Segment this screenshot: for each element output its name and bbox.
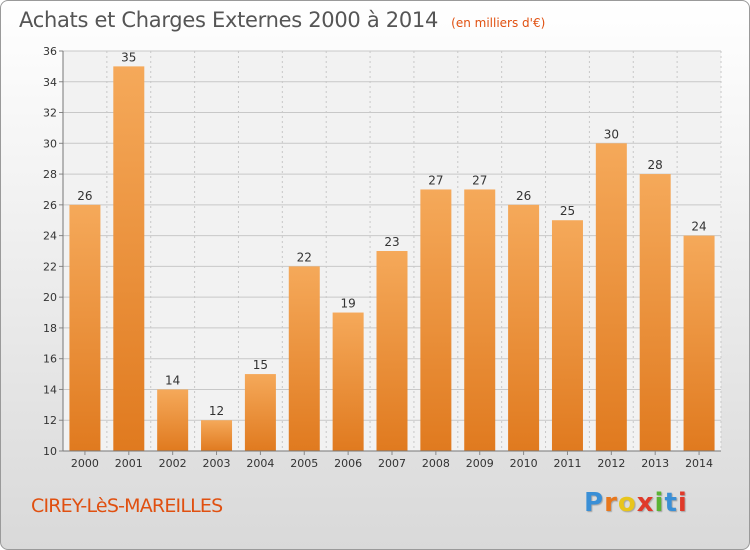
bar-value-label: 27 — [428, 173, 443, 187]
proxiti-logo[interactable]: Proxiti — [584, 488, 688, 518]
x-tick-label: 2006 — [334, 457, 362, 470]
y-tick-label: 24 — [43, 230, 57, 243]
y-tick-label: 34 — [43, 76, 57, 89]
bar — [113, 66, 145, 451]
bar — [69, 204, 101, 451]
x-tick-label: 2007 — [378, 457, 406, 470]
bar-value-label: 28 — [648, 158, 663, 172]
logo-letter: r — [604, 488, 618, 518]
bar-value-label: 24 — [691, 220, 706, 234]
bar — [595, 143, 627, 452]
logo-letter: o — [617, 488, 637, 518]
y-tick-label: 16 — [43, 353, 57, 366]
bar — [376, 251, 408, 451]
y-tick-label: 28 — [43, 168, 57, 181]
x-tick-label: 2008 — [422, 457, 450, 470]
bar — [464, 189, 496, 451]
title-row: Achats et Charges Externes 2000 à 2014 (… — [19, 8, 545, 32]
y-tick-label: 18 — [43, 322, 57, 335]
bar — [332, 312, 364, 451]
bar-value-label: 14 — [165, 373, 180, 387]
chart-title: Achats et Charges Externes 2000 à 2014 — [19, 8, 439, 32]
y-tick-label: 10 — [43, 445, 57, 458]
location-label: CIREY-LèS-MAREILLES — [31, 495, 223, 517]
bar — [157, 389, 189, 451]
bar — [244, 374, 276, 451]
y-tick-label: 36 — [43, 45, 57, 58]
y-tick-label: 32 — [43, 107, 57, 120]
x-tick-label: 2011 — [553, 457, 581, 470]
logo-letter: i — [654, 488, 665, 518]
logo-letter: P — [584, 488, 605, 518]
x-tick-label: 2013 — [641, 457, 669, 470]
logo-letter: t — [664, 488, 678, 518]
x-tick-label: 2009 — [466, 457, 494, 470]
bar-value-label: 30 — [604, 127, 619, 141]
bar-value-label: 15 — [253, 358, 268, 372]
bar — [201, 420, 233, 451]
x-tick-label: 2012 — [597, 457, 625, 470]
y-tick-label: 22 — [43, 260, 57, 273]
logo-letter: i — [677, 488, 688, 518]
bar — [551, 220, 583, 451]
bar-value-label: 22 — [297, 250, 312, 264]
bar — [683, 235, 715, 451]
x-tick-label: 2003 — [203, 457, 231, 470]
y-tick-label: 30 — [43, 137, 57, 150]
bar-value-label: 19 — [340, 297, 355, 311]
x-tick-label: 2014 — [685, 457, 713, 470]
bar-value-label: 26 — [516, 189, 531, 203]
x-tick-label: 2000 — [71, 457, 99, 470]
y-tick-label: 26 — [43, 199, 57, 212]
bar-value-label: 27 — [472, 173, 487, 187]
y-tick-label: 20 — [43, 291, 57, 304]
y-tick-label: 12 — [43, 414, 57, 427]
bar-value-label: 26 — [77, 189, 92, 203]
x-tick-label: 2004 — [246, 457, 274, 470]
x-tick-label: 2001 — [115, 457, 143, 470]
bar-value-label: 12 — [209, 404, 224, 418]
bar-layer: 26 35 14 12 15 22 19 23 27 27 26 25 30 28 24 — [69, 50, 715, 452]
bar — [508, 204, 540, 451]
bar-value-label: 25 — [560, 204, 575, 218]
bar — [639, 174, 671, 452]
axis-layer: 10 12 14 16 18 20 22 24 26 28 30 32 34 36 2000 2001 2002… — [43, 45, 721, 470]
bar — [288, 266, 320, 451]
bar — [420, 189, 452, 451]
y-tick-label: 14 — [43, 383, 57, 396]
chart-subtitle: (en milliers d'€) — [451, 16, 546, 30]
bar-value-label: 35 — [121, 50, 136, 64]
x-tick-label: 2005 — [290, 457, 318, 470]
x-tick-label: 2010 — [510, 457, 538, 470]
x-tick-label: 2002 — [159, 457, 187, 470]
bar-value-label: 23 — [384, 235, 399, 249]
logo-letter: x — [636, 488, 655, 518]
